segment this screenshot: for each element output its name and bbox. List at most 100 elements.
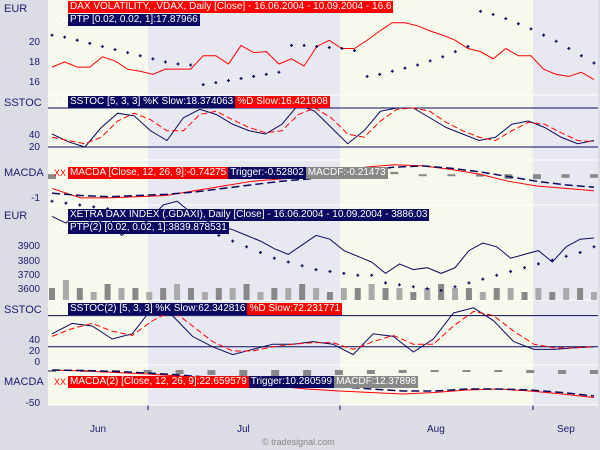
ptp-dot	[592, 61, 596, 65]
line-icon: ~	[54, 2, 60, 12]
ptp-dot	[300, 264, 304, 268]
histogram-bar	[175, 370, 184, 374]
ptp-dot	[50, 199, 54, 203]
tick: 40	[28, 335, 40, 346]
ptp-dot	[277, 70, 281, 74]
volume-bar	[271, 288, 278, 300]
ptp-dot	[403, 66, 407, 70]
legend-dax[interactable]: ~ XETRA DAX INDEX (.GDAXI), Daily [Close]…	[54, 209, 430, 221]
volume-bar	[174, 284, 181, 300]
histogram-bar	[303, 370, 312, 376]
ptp-dot	[390, 69, 394, 73]
histogram-bar	[462, 370, 471, 372]
volume-bar	[285, 288, 292, 300]
volume-bar	[49, 288, 55, 300]
legend-sstoc[interactable]: XX SSTOC [5, 3, 3] %K Slow:18.374063 %D Sl…	[54, 96, 330, 108]
volume-bar	[382, 288, 389, 300]
volume-bar	[424, 288, 431, 300]
ptp-dot	[550, 258, 554, 262]
dots-icon: XX	[54, 15, 67, 25]
ptp-dot	[578, 251, 582, 254]
volume-bar	[563, 288, 570, 300]
ptp-dot	[272, 256, 276, 260]
volume-bar	[452, 288, 459, 300]
series-line-close	[51, 22, 595, 80]
legend-vdax[interactable]: ~ DAX VOLATILITY, .VDAX, Daily [Close] - …	[54, 1, 394, 13]
axis-label-dax: EUR	[4, 210, 28, 222]
volume-bar	[118, 288, 125, 300]
volume-bar	[549, 292, 556, 300]
ptp-dot	[466, 44, 470, 48]
histogram-bar	[532, 174, 541, 179]
volume-bar	[340, 288, 347, 300]
legend-sstoc2[interactable]: XX SSTOC(2) [5, 3, 3] %K Slow:62.342816 %D…	[54, 303, 343, 315]
ptp-dot	[529, 27, 533, 31]
legend-macda2[interactable]: XX MACDA(2) [Close, 12, 26, 9]:22.659579 T…	[54, 376, 419, 388]
ptp-dot	[327, 46, 331, 49]
legend-macda[interactable]: XX MACDA [Close, 12, 26, 9]:-0.74275 Trigg…	[54, 167, 388, 179]
time-axis	[48, 405, 598, 450]
volume-bar	[577, 288, 584, 300]
month-label: Sep	[557, 424, 575, 435]
ptp-dot	[231, 239, 235, 243]
ptp-dot	[100, 44, 104, 48]
histogram-bar	[430, 370, 439, 372]
ptp-dot	[378, 72, 382, 76]
volume-bar	[146, 292, 153, 300]
histogram-bar	[366, 370, 375, 374]
ptp-dot	[370, 273, 374, 277]
ptp-dot	[356, 273, 360, 277]
tick: -1	[31, 193, 40, 204]
ptp-dot	[201, 83, 205, 87]
volume-bar	[591, 292, 597, 300]
ptp-dot	[315, 44, 319, 48]
ptp-dot	[264, 72, 268, 76]
volume-bar	[326, 292, 333, 300]
tick: 40	[28, 130, 40, 141]
series-line-d	[51, 309, 595, 352]
volume-bar	[535, 288, 542, 300]
volume-bar	[313, 288, 320, 300]
line-icon: ~	[54, 210, 60, 220]
volume-bar	[187, 288, 194, 300]
histogram-bar	[561, 174, 570, 178]
histogram-bar	[558, 370, 567, 374]
series-line-k	[51, 307, 595, 356]
ptp-dot	[217, 233, 221, 237]
ptp-dot	[239, 76, 243, 80]
ptp-dot	[245, 245, 249, 249]
volume-bar	[132, 288, 139, 300]
histogram-bar	[418, 174, 427, 177]
dots-icon: XX	[54, 304, 67, 314]
ptp-dot	[542, 33, 546, 37]
ptp-dot	[50, 33, 54, 37]
ptp-dot	[453, 50, 457, 54]
series-line-trigger	[51, 165, 595, 198]
tick: 3700	[17, 270, 40, 281]
ptp-dot	[425, 287, 429, 291]
ptp-dot	[491, 12, 495, 16]
volume-bar	[410, 292, 417, 300]
volume-bar	[243, 284, 250, 300]
volume-bar	[368, 284, 375, 300]
axis-label-vdax: EUR	[4, 3, 28, 15]
ptp-dot	[579, 54, 583, 58]
tick: 3600	[17, 284, 40, 295]
ptp-dot	[342, 271, 346, 275]
volume-bar	[507, 288, 514, 300]
tick: 0	[34, 357, 40, 368]
axis-label-sstoc: SSTOC	[4, 97, 42, 109]
month-band	[340, 0, 533, 405]
tick: 20	[28, 37, 40, 48]
volume-bar	[396, 288, 403, 300]
histogram-bar	[143, 370, 152, 373]
histogram-bar	[526, 370, 535, 373]
legend-dax-ptp[interactable]: XX PTP(2) [0.02, 0.02, 1]:3839.878531	[54, 222, 229, 234]
ptp-dot	[467, 281, 471, 285]
ptp-dot	[481, 277, 485, 281]
ptp-dot	[509, 270, 513, 273]
legend-vdax-ptp[interactable]: XX PTP [0.02, 0.02, 1]:17.87966	[54, 14, 200, 26]
ptp-dot	[63, 35, 67, 39]
ptp-dot	[302, 43, 306, 47]
